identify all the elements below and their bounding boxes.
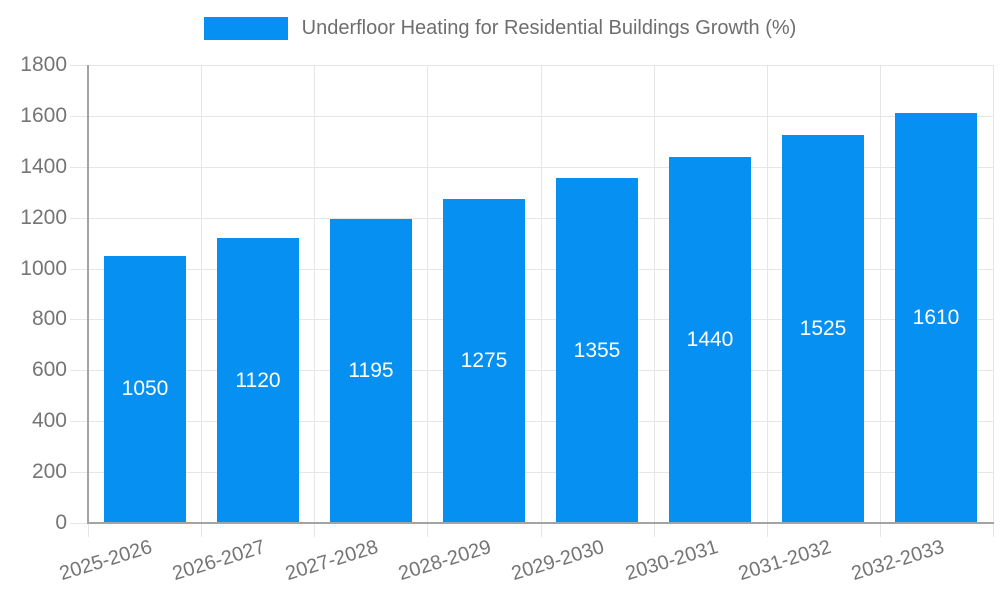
bar[interactable] — [330, 219, 412, 522]
grid-line-horizontal — [88, 167, 993, 168]
y-axis-tick-label: 1000 — [20, 257, 67, 280]
bar-value-label: 1195 — [348, 359, 394, 382]
y-axis-tick-label: 800 — [31, 307, 67, 330]
bar-value-label: 1525 — [799, 317, 847, 340]
grid-line-horizontal — [88, 472, 993, 473]
x-axis-tick — [88, 523, 89, 537]
y-axis-tick-label: 1800 — [20, 53, 67, 76]
y-axis-tick-label: 1200 — [20, 206, 67, 229]
y-axis-tick-label: 600 — [31, 358, 67, 381]
y-axis-tick — [70, 116, 88, 117]
grid-line-vertical — [654, 65, 655, 523]
bar[interactable] — [782, 135, 864, 522]
x-axis-tick-label: 2031-2032 — [735, 536, 834, 586]
y-axis-tick — [70, 167, 88, 168]
legend: Underfloor Heating for Residential Build… — [0, 17, 1000, 40]
legend-swatch-icon[interactable] — [203, 17, 288, 40]
x-axis-tick — [767, 523, 768, 537]
bar-value-label: 1355 — [573, 339, 621, 362]
x-axis-tick — [993, 523, 994, 537]
grid-line-vertical — [767, 65, 768, 523]
y-axis-tick-label: 0 — [55, 511, 67, 534]
y-axis-tick-label: 1400 — [20, 155, 67, 178]
bar[interactable] — [443, 199, 525, 522]
bar[interactable] — [556, 178, 638, 522]
x-axis-tick-label: 2032-2033 — [848, 536, 947, 586]
grid-line-horizontal — [88, 65, 993, 66]
bar-value-label: 1440 — [686, 328, 734, 351]
grid-line-vertical — [427, 65, 428, 523]
bar[interactable] — [669, 157, 751, 522]
x-axis-tick-label: 2027-2028 — [283, 536, 381, 586]
bar-value-label: 1275 — [460, 349, 508, 372]
y-axis-tick-label: 200 — [31, 460, 67, 483]
bar[interactable] — [104, 256, 186, 522]
grid-line-horizontal — [88, 116, 993, 117]
y-axis-tick — [70, 65, 88, 66]
x-axis-tick — [427, 523, 428, 537]
x-axis-tick — [541, 523, 542, 537]
x-axis-tick-label: 2025-2026 — [56, 536, 155, 586]
y-axis-tick-label: 400 — [31, 409, 67, 432]
grid-line-horizontal — [88, 269, 993, 270]
grid-line-vertical — [993, 65, 994, 523]
grid-line-vertical — [541, 65, 542, 523]
bar-value-label: 1610 — [912, 306, 960, 329]
x-axis-tick — [201, 523, 202, 537]
grid-line-vertical — [880, 65, 881, 523]
y-axis-tick — [70, 523, 88, 524]
y-axis-tick — [70, 218, 88, 219]
y-axis-tick — [70, 319, 88, 320]
grid-line-vertical — [314, 65, 315, 523]
y-axis-tick — [70, 370, 88, 371]
y-axis-tick — [70, 472, 88, 473]
bar[interactable] — [217, 238, 299, 522]
grid-line-horizontal — [88, 421, 993, 422]
grid-line-horizontal — [88, 319, 993, 320]
grid-line-vertical — [201, 65, 202, 523]
y-axis-tick-label: 1600 — [20, 104, 67, 127]
x-axis-tick — [880, 523, 881, 537]
bar-value-label: 1050 — [121, 377, 169, 400]
bar[interactable] — [895, 113, 977, 522]
x-axis-tick-label: 2028-2029 — [396, 536, 495, 586]
x-axis-tick-label: 2030-2031 — [622, 536, 721, 586]
x-axis-tick-label: 2029-2030 — [509, 536, 608, 586]
y-axis-tick — [70, 269, 88, 270]
x-axis-tick — [654, 523, 655, 537]
grid-line-horizontal — [88, 218, 993, 219]
legend-label[interactable]: Underfloor Heating for Residential Build… — [301, 17, 797, 39]
x-axis-tick-label: 2026-2027 — [169, 536, 268, 586]
y-axis-tick — [70, 421, 88, 422]
x-axis-tick — [314, 523, 315, 537]
grid-line-horizontal — [88, 370, 993, 371]
bar-value-label: 1120 — [235, 369, 281, 392]
x-axis-line — [87, 522, 994, 524]
y-axis-line — [87, 65, 89, 524]
